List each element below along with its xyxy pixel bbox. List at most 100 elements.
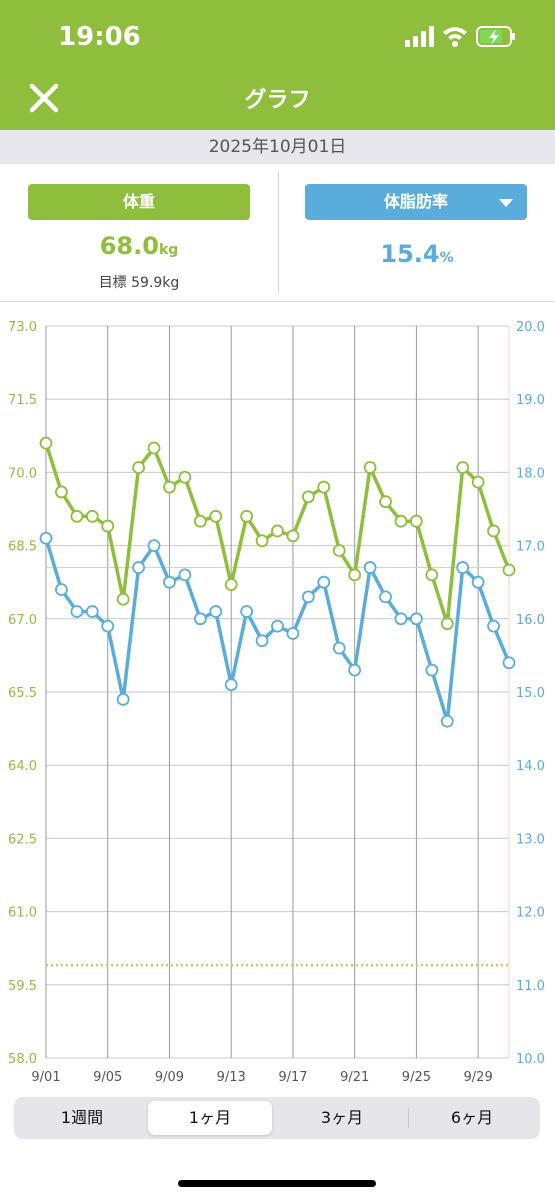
fat-point (379, 590, 392, 604)
fat-point (163, 575, 176, 589)
weight-number: 68.0 (99, 232, 159, 260)
section-divider (0, 301, 555, 302)
fat-point (271, 619, 284, 633)
fat-point (286, 627, 300, 640)
y-right-tick-label: 15.0 (516, 686, 545, 701)
y-left-tick-label: 58.0 (8, 1052, 37, 1067)
fat-point (487, 619, 500, 633)
fat-unit: % (439, 250, 454, 266)
fat-point (55, 583, 68, 596)
fat-metric-label: 体脂肪率 (383, 192, 448, 211)
fat-point (101, 619, 115, 633)
weight-point (163, 480, 176, 494)
y-left-tick-label: 73.0 (8, 320, 37, 335)
fat-point (178, 568, 192, 582)
panel-divider (278, 172, 279, 294)
weight-point (363, 461, 377, 474)
y-right-tick-label: 17.0 (516, 540, 545, 555)
fat-point (255, 634, 269, 648)
weight-point (332, 544, 346, 557)
close-icon[interactable] (22, 78, 66, 118)
fat-point (224, 678, 238, 692)
fat-point (240, 605, 254, 618)
weight-button[interactable]: 体重 (28, 184, 250, 220)
fat-point (301, 590, 315, 604)
x-tick-label: 9/01 (31, 1070, 60, 1085)
y-right-tick-label: 18.0 (516, 466, 545, 481)
weight-point (240, 509, 254, 523)
y-right-tick-label: 20.0 (516, 320, 545, 335)
range-segmented-control: 1週間 1ヶ月 3ヶ月 6ヶ月 (14, 1097, 540, 1139)
fat-point (502, 656, 516, 670)
weight-point (70, 509, 84, 523)
range-tab-1month[interactable]: 1ヶ月 (148, 1101, 272, 1135)
battery-charging-icon (476, 26, 515, 47)
y-right-tick-label: 12.0 (516, 906, 545, 921)
weight-point (178, 470, 192, 484)
y-left-tick-label: 61.0 (8, 906, 37, 921)
fat-point (209, 605, 223, 618)
fat-metric-dropdown[interactable]: 体脂肪率 (305, 184, 527, 220)
y-right-tick-label: 14.0 (516, 759, 545, 774)
y-right-tick-label: 11.0 (516, 979, 545, 994)
weight-point (101, 519, 115, 533)
weight-point (317, 480, 331, 494)
wifi-icon (443, 27, 467, 47)
fat-value: 15.4% (279, 240, 555, 268)
weight-point (379, 495, 392, 509)
y-right-tick-label: 19.0 (516, 393, 545, 408)
y-left-tick-label: 59.5 (8, 979, 37, 994)
y-left-tick-label: 64.0 (8, 759, 37, 774)
weight-point (301, 490, 315, 504)
y-left-tick-label: 71.5 (8, 393, 37, 408)
weight-point (193, 514, 207, 528)
x-tick-label: 9/29 (464, 1070, 493, 1085)
y-left-tick-label: 68.5 (8, 540, 37, 555)
weight-point (132, 461, 146, 474)
weight-point (224, 578, 238, 592)
weight-point (147, 441, 161, 455)
x-tick-label: 9/13 (217, 1070, 246, 1085)
weight-panel: 体重 68.0kg 目標 59.9kg (0, 164, 278, 301)
weight-point (487, 524, 500, 538)
range-tab-6months[interactable]: 6ヶ月 (450, 1108, 494, 1127)
fat-point (70, 605, 84, 618)
weight-point (425, 568, 439, 582)
fat-point (440, 714, 454, 728)
fat-point (85, 605, 99, 618)
home-indicator (178, 1180, 376, 1187)
range-tab-3months[interactable]: 3ヶ月 (320, 1108, 364, 1127)
weight-point (456, 461, 470, 474)
y-right-tick-label: 10.0 (516, 1052, 545, 1067)
weight-point (116, 592, 130, 606)
segment-separator (408, 1108, 409, 1128)
weight-point (440, 617, 454, 631)
range-tab-1week[interactable]: 1週間 (60, 1108, 104, 1127)
fat-point (147, 539, 161, 553)
weight-point (209, 509, 223, 523)
x-tick-label: 9/17 (278, 1070, 307, 1085)
fat-point (394, 612, 408, 626)
weight-point (348, 568, 362, 582)
header-bar: 19:06 グラフ (0, 0, 555, 130)
weight-point (394, 514, 408, 528)
weight-point (85, 509, 99, 523)
weight-fat-chart[interactable]: 58.0 59.5 61.0 62.5 64.0 65.5 67.0 68.5 70.0 71.5… (0, 302, 555, 1092)
y-left-tick-label: 67.0 (8, 613, 37, 628)
weight-point (271, 524, 284, 538)
fat-point (456, 561, 470, 574)
weight-point (39, 436, 53, 450)
x-tick-label: 9/05 (93, 1070, 122, 1085)
fat-panel: 体脂肪率 15.4% (279, 164, 555, 301)
weight-value: 68.0kg (0, 232, 278, 260)
goal-weight-text: 目標 59.9kg (98, 275, 180, 291)
weight-point (286, 529, 300, 543)
y-right-tick-label: 13.0 (516, 832, 545, 847)
fat-point (425, 663, 439, 677)
fat-point (363, 561, 377, 574)
fat-point (317, 575, 331, 589)
weight-point (409, 514, 423, 528)
fat-point (348, 663, 362, 677)
fat-point (193, 612, 207, 626)
weight-unit: kg (158, 242, 179, 258)
